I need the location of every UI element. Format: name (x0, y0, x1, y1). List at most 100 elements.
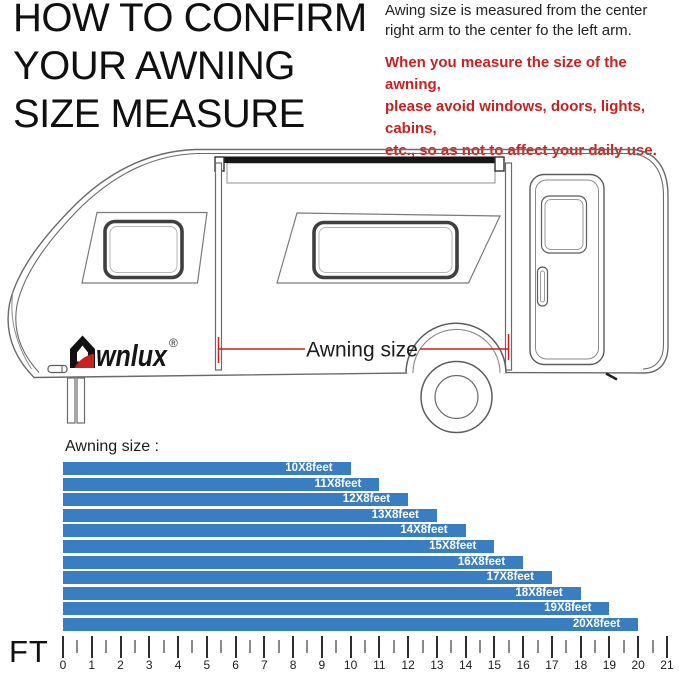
ruler-major-tick (263, 636, 266, 658)
size-bar-label: 15X8feet (429, 540, 477, 552)
front-window (81, 211, 208, 284)
awning-assembly (214, 156, 513, 371)
size-bar: 11X8feet (63, 477, 380, 491)
jack-legs (47, 364, 86, 424)
size-bar-label: 13X8feet (371, 508, 419, 521)
ruler-minor-tick (277, 640, 280, 653)
ruler-major-tick (205, 636, 208, 658)
size-bar: 12X8feet (63, 493, 409, 507)
size-bar: 13X8feet (63, 508, 437, 522)
ruler-major-tick (637, 636, 640, 658)
size-bar-label: 16X8feet (457, 555, 506, 568)
ruler-major-tick (119, 636, 122, 658)
ruler-minor-tick (392, 640, 395, 653)
ruler-major-tick (493, 636, 496, 658)
ruler-minor-tick (133, 640, 136, 653)
ruler-minor-tick (105, 640, 108, 653)
ruler-tick-label: 11 (373, 658, 386, 672)
size-bar: 16X8feet (63, 555, 524, 569)
awning-fabric (226, 162, 496, 184)
size-bar: 19X8feet (63, 602, 610, 616)
ruler-tick-label: 9 (318, 658, 326, 672)
awning-size-dimension: Awning size (217, 334, 510, 363)
ruler-tick-label: 14 (458, 658, 473, 672)
ruler-minor-tick (450, 640, 453, 653)
ruler-major-tick (90, 636, 93, 658)
awning-right-bracket (494, 156, 505, 172)
brand-logo-swoosh (74, 353, 94, 368)
ruler-tick-label: 4 (174, 658, 182, 672)
ruler-minor-tick (594, 640, 597, 653)
ruler-tick-label: 18 (573, 658, 588, 672)
ruler-tick-label: 12 (401, 658, 415, 672)
registered-mark: ® (169, 336, 178, 350)
ruler-tick-label: 7 (260, 658, 268, 672)
ruler-major-tick (62, 636, 64, 658)
size-bar-label: 17X8feet (486, 571, 534, 584)
ruler-major-tick (464, 636, 467, 658)
ruler-major-tick (320, 636, 323, 658)
ruler-tick-label: 1 (88, 658, 96, 672)
ruler-minor-tick (335, 640, 338, 653)
ruler-major-tick (608, 636, 611, 658)
ruler-tick-label: 2 (117, 658, 124, 672)
ruler-tick-label: 5 (203, 658, 211, 672)
ruler-minor-tick (651, 640, 654, 653)
chart-title: Awning size : (65, 438, 159, 455)
step-rail (47, 364, 68, 374)
ruler-major-tick (378, 636, 381, 658)
awning-size-label: Awning size (306, 339, 418, 362)
entry-door (529, 173, 605, 366)
ruler-minor-tick (306, 640, 309, 653)
size-bar: 18X8feet (63, 586, 581, 600)
size-bar-label: 11X8feet (314, 477, 362, 490)
ruler-tick-label: 20 (631, 658, 645, 672)
ruler-minor-tick (162, 640, 165, 653)
size-bar-label: 14X8feet (400, 524, 448, 537)
ruler-minor-tick (565, 640, 568, 653)
ruler-minor-tick (191, 640, 194, 653)
ruler-tick-label: 10 (343, 658, 358, 672)
awning-right-arm (504, 162, 513, 371)
size-bar: 17X8feet (63, 571, 552, 585)
wheel (405, 322, 507, 434)
size-bar-label: 12X8feet (342, 493, 391, 506)
ruler-tick-label: 19 (602, 658, 617, 672)
size-bar: 14X8feet (63, 524, 466, 538)
door-window (540, 195, 588, 254)
warning-note: When you measure the size of the awning,… (385, 54, 657, 159)
size-bar-label: 20X8feet (572, 618, 621, 630)
ruler-tick-label: 13 (430, 658, 444, 672)
ruler-minor-tick (479, 640, 482, 653)
ruler-minor-tick (622, 640, 625, 653)
size-bar: 15X8feet (63, 540, 495, 553)
ruler-minor-tick (248, 640, 251, 653)
measure-note: Awing size is measured from the center r… (385, 2, 648, 39)
ruler-minor-tick (76, 640, 79, 653)
ruler-major-tick (579, 636, 582, 658)
ruler-tick-label: 16 (516, 658, 530, 672)
size-bar-label: 18X8feet (515, 586, 563, 599)
ruler-major-tick (349, 636, 352, 658)
ruler-minor-tick (536, 640, 539, 653)
ruler-tick-label: 6 (232, 658, 239, 672)
door-handle (536, 266, 549, 307)
ruler-tick-label: 3 (145, 658, 153, 672)
brand-logo-text: wnlux (96, 338, 168, 373)
ft-unit-label: FT (9, 634, 49, 669)
ruler-major-tick (292, 636, 295, 658)
ruler-major-tick (148, 636, 151, 658)
ruler-tick-label: 21 (660, 658, 674, 672)
ruler-major-tick (177, 636, 180, 658)
ruler-minor-tick (363, 640, 366, 653)
awning-roller-tube (224, 156, 500, 163)
ruler-major-tick (407, 636, 410, 658)
ruler-major-tick (550, 636, 553, 658)
ruler-minor-tick (507, 640, 510, 653)
ruler-tick-label: 17 (545, 658, 559, 672)
ruler-major-tick (522, 636, 525, 658)
size-bar-label: 10X8feet (285, 462, 333, 474)
awning-left-arm (214, 162, 223, 371)
